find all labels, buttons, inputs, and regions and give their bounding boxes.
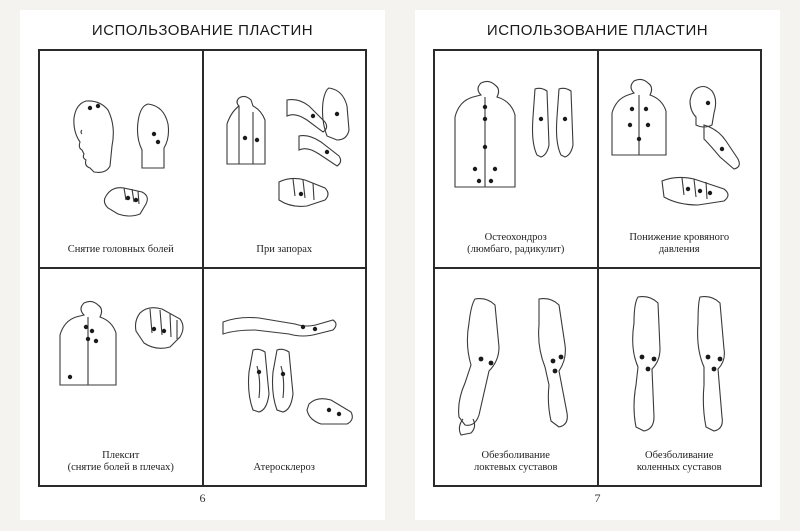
diagram-blood-pressure [603, 57, 757, 232]
page-number-right: 7 [595, 491, 601, 506]
caption: Плексит (снятие болей в плечах) [68, 450, 174, 475]
cell-atherosclerosis: Атеросклероз [203, 268, 367, 486]
cell-plexitis: Плексит (снятие болей в плечах) [39, 268, 203, 486]
diagram-head-pain [44, 57, 198, 244]
page-left: ИСПОЛЬЗОВАНИЕ ПЛАСТИН [20, 10, 385, 520]
caption: Обезболивание коленных суставов [637, 450, 722, 475]
cell-blood-pressure: Понижение кровяного давления [598, 50, 762, 268]
cell-elbow: Обезболивание локтевых суставов [434, 268, 598, 486]
caption: Остеохондроз (люмбаго, радикулит) [467, 232, 564, 257]
caption: Атеросклероз [254, 462, 315, 475]
cell-constipation: При запорах [203, 50, 367, 268]
grid-right: Остеохондроз (люмбаго, радикулит) [433, 49, 762, 487]
page-right: ИСПОЛЬЗОВАНИЕ ПЛАСТИН [415, 10, 780, 520]
diagram-elbow [439, 275, 593, 450]
caption: При запорах [256, 244, 312, 257]
page-title-left: ИСПОЛЬЗОВАНИЕ ПЛАСТИН [92, 22, 313, 39]
grid-left: Снятие головных болей [38, 49, 367, 487]
caption: Понижение кровяного давления [629, 232, 729, 257]
diagram-atherosclerosis [208, 275, 362, 462]
diagram-osteochondrosis [439, 57, 593, 232]
page-title-right: ИСПОЛЬЗОВАНИЕ ПЛАСТИН [487, 22, 708, 39]
cell-head-pain: Снятие головных болей [39, 50, 203, 268]
diagram-plexitis [44, 275, 198, 450]
diagram-knee [603, 275, 757, 450]
cell-knee: Обезболивание коленных суставов [598, 268, 762, 486]
caption: Снятие головных болей [68, 244, 174, 257]
caption: Обезболивание локтевых суставов [474, 450, 558, 475]
page-number-left: 6 [200, 491, 206, 506]
cell-osteochondrosis: Остеохондроз (люмбаго, радикулит) [434, 50, 598, 268]
diagram-constipation [208, 57, 362, 244]
